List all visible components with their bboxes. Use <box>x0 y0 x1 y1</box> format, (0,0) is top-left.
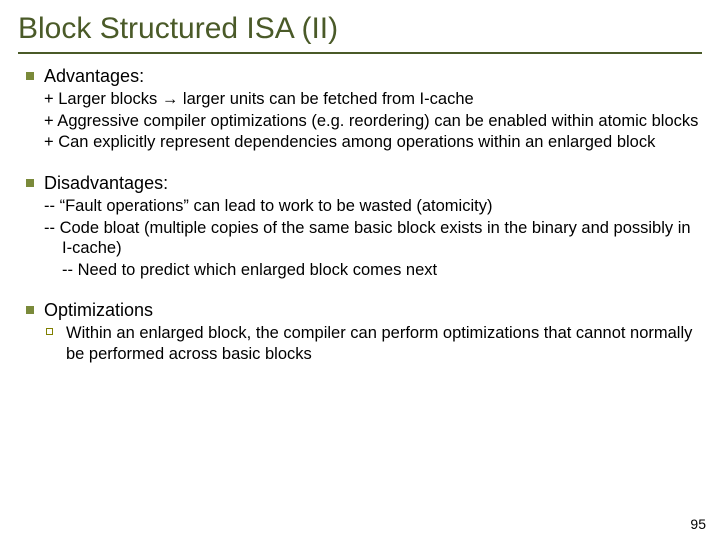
list-item: + Aggressive compiler optimizations (e.g… <box>44 111 700 132</box>
title-rule <box>18 52 702 54</box>
list-item: -- Need to predict which enlarged block … <box>44 260 700 281</box>
disadvantages-list: -- “Fault operations” can lead to work t… <box>44 196 700 281</box>
optimizations-heading: Optimizations <box>44 300 700 321</box>
advantages-list: + Larger blocks → larger units can be fe… <box>44 89 700 153</box>
list-item: -- Code bloat (multiple copies of the sa… <box>44 218 700 259</box>
hollow-square-bullet-icon <box>46 328 53 335</box>
optimizations-list: Within an enlarged block, the compiler c… <box>44 323 700 364</box>
disadvantages-heading: Disadvantages: <box>44 173 700 194</box>
list-item: + Larger blocks → larger units can be fe… <box>44 89 700 110</box>
slide-title: Block Structured ISA (II) <box>0 0 720 52</box>
square-bullet-icon <box>26 72 34 80</box>
advantages-heading: Advantages: <box>44 66 700 87</box>
advantages-section: Advantages: + Larger blocks → larger uni… <box>0 66 720 153</box>
optimizations-section: Optimizations Within an enlarged block, … <box>0 300 720 364</box>
page-number: 95 <box>690 516 706 532</box>
list-item: + Can explicitly represent dependencies … <box>44 132 700 153</box>
square-bullet-icon <box>26 179 34 187</box>
list-item: Within an enlarged block, the compiler c… <box>66 323 700 364</box>
disadvantages-section: Disadvantages: -- “Fault operations” can… <box>0 173 720 281</box>
square-bullet-icon <box>26 306 34 314</box>
list-item: -- “Fault operations” can lead to work t… <box>44 196 700 217</box>
